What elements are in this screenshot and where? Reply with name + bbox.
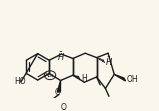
Text: OH: OH bbox=[127, 75, 138, 84]
Text: O: O bbox=[55, 88, 61, 97]
Text: HO: HO bbox=[14, 77, 26, 86]
Text: $\bar{H}$: $\bar{H}$ bbox=[57, 50, 66, 63]
Text: O: O bbox=[61, 103, 66, 111]
Text: Abs: Abs bbox=[45, 73, 55, 78]
Text: H: H bbox=[81, 74, 86, 83]
Text: $\bar{H}$: $\bar{H}$ bbox=[105, 56, 114, 68]
Polygon shape bbox=[57, 80, 61, 92]
Polygon shape bbox=[114, 74, 125, 81]
